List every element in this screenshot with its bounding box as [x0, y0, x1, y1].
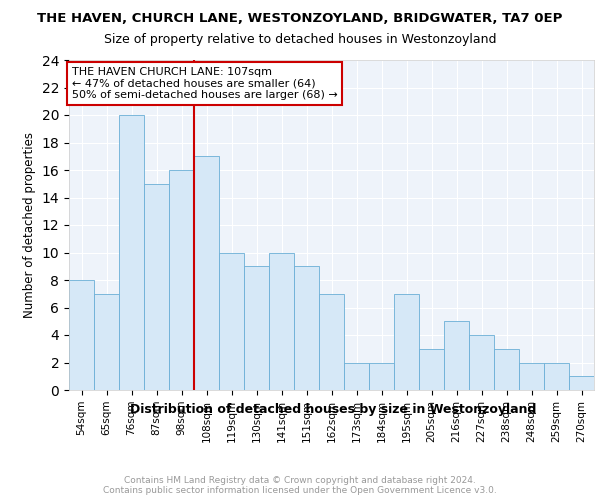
Bar [544, 362, 569, 390]
Bar [144, 184, 169, 390]
Bar [494, 349, 519, 390]
Bar [519, 362, 544, 390]
Bar [294, 266, 319, 390]
Bar [219, 252, 244, 390]
Text: Distribution of detached houses by size in Westonzoyland: Distribution of detached houses by size … [130, 402, 536, 415]
Text: THE HAVEN, CHURCH LANE, WESTONZOYLAND, BRIDGWATER, TA7 0EP: THE HAVEN, CHURCH LANE, WESTONZOYLAND, B… [37, 12, 563, 26]
Bar [119, 115, 144, 390]
Bar [419, 349, 444, 390]
Bar [244, 266, 269, 390]
Text: THE HAVEN CHURCH LANE: 107sqm
← 47% of detached houses are smaller (64)
50% of s: THE HAVEN CHURCH LANE: 107sqm ← 47% of d… [71, 67, 337, 100]
Text: Size of property relative to detached houses in Westonzoyland: Size of property relative to detached ho… [104, 32, 496, 46]
Text: Contains public sector information licensed under the Open Government Licence v3: Contains public sector information licen… [103, 486, 497, 495]
Bar [169, 170, 194, 390]
Bar [94, 294, 119, 390]
Text: Contains HM Land Registry data © Crown copyright and database right 2024.: Contains HM Land Registry data © Crown c… [124, 476, 476, 485]
Bar [269, 252, 294, 390]
Bar [344, 362, 369, 390]
Bar [569, 376, 594, 390]
Bar [369, 362, 394, 390]
Bar [394, 294, 419, 390]
Y-axis label: Number of detached properties: Number of detached properties [23, 132, 36, 318]
Bar [469, 335, 494, 390]
Bar [444, 322, 469, 390]
Bar [69, 280, 94, 390]
Bar [194, 156, 219, 390]
Bar [319, 294, 344, 390]
